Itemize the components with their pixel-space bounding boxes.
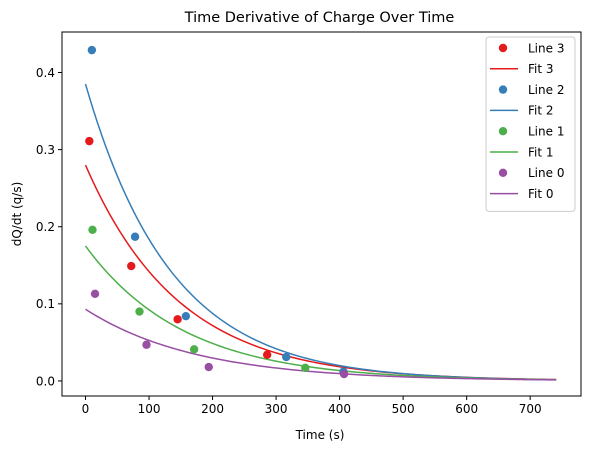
- data-point-line-2-3: [282, 352, 291, 362]
- fit-curves: [84, 83, 557, 381]
- plot-area-frame: [61, 31, 582, 397]
- legend-label: Fit 2: [528, 104, 554, 118]
- data-point-line-1-0: [88, 225, 97, 235]
- y-axis-ticks: 0.0 0.1 0.2 0.3 0.4: [36, 66, 62, 388]
- x-tick-label: 700: [519, 402, 542, 416]
- fit-curve-0: [85, 308, 557, 381]
- y-tick-label: 0.1: [36, 297, 55, 311]
- legend-label: Fit 1: [528, 145, 554, 159]
- x-tick-label: 200: [201, 402, 224, 416]
- y-tick-label: 0.2: [36, 220, 55, 234]
- legend-label: Fit 3: [528, 62, 554, 76]
- legend-label: Fit 0: [528, 187, 554, 201]
- data-point-line-0-1: [142, 340, 151, 349]
- legend-label: Line 3: [528, 41, 564, 55]
- x-axis-label: Time (s): [295, 428, 345, 442]
- data-point-line-1-1: [135, 307, 144, 316]
- x-tick-label: 300: [265, 402, 288, 416]
- data-point-line-1-3: [301, 363, 310, 373]
- legend-marker-icon: [498, 43, 508, 53]
- data-point-line-3-0: [85, 136, 94, 146]
- legend-label: Line 0: [528, 166, 564, 180]
- x-tick-label: 600: [455, 402, 478, 416]
- x-tick-label: 400: [328, 402, 351, 416]
- y-tick-label: 0.3: [36, 143, 55, 157]
- legend-label: Line 2: [528, 83, 564, 97]
- data-point-line-2-1: [130, 232, 140, 241]
- data-point-line-3-2: [173, 315, 182, 324]
- legend-label: Line 1: [528, 125, 564, 139]
- data-point-line-3-1: [127, 261, 136, 271]
- data-point-line-0-3: [339, 369, 349, 379]
- legend-marker-icon: [498, 127, 508, 136]
- y-axis-label: dQ/dt (q/s): [10, 182, 24, 247]
- y-tick-label: 0.0: [36, 374, 55, 388]
- x-tick-label: 500: [392, 402, 415, 416]
- legend-marker-icon: [498, 168, 508, 177]
- legend: Line 3 Fit 3 Line 2 Fit 2 Line 1 Fit 1 Line 0 F…: [485, 36, 576, 212]
- x-tick-label: 100: [138, 402, 161, 416]
- data-point-line-1-2: [189, 345, 199, 354]
- data-point-line-3-3: [262, 350, 272, 359]
- x-tick-label: 0: [82, 402, 90, 416]
- legend-box: [485, 36, 576, 212]
- data-point-line-2-0: [87, 45, 97, 55]
- data-point-line-2-2: [181, 311, 191, 321]
- legend-marker-icon: [498, 85, 508, 94]
- x-axis-ticks: 0 100 200 300 400 500 600 700: [82, 396, 542, 416]
- data-points: [85, 45, 349, 379]
- y-tick-label: 0.4: [36, 66, 55, 80]
- chart-title: Time Derivative of Charge Over Time: [184, 10, 455, 26]
- data-point-line-0-0: [90, 289, 100, 299]
- data-point-line-0-2: [204, 362, 213, 372]
